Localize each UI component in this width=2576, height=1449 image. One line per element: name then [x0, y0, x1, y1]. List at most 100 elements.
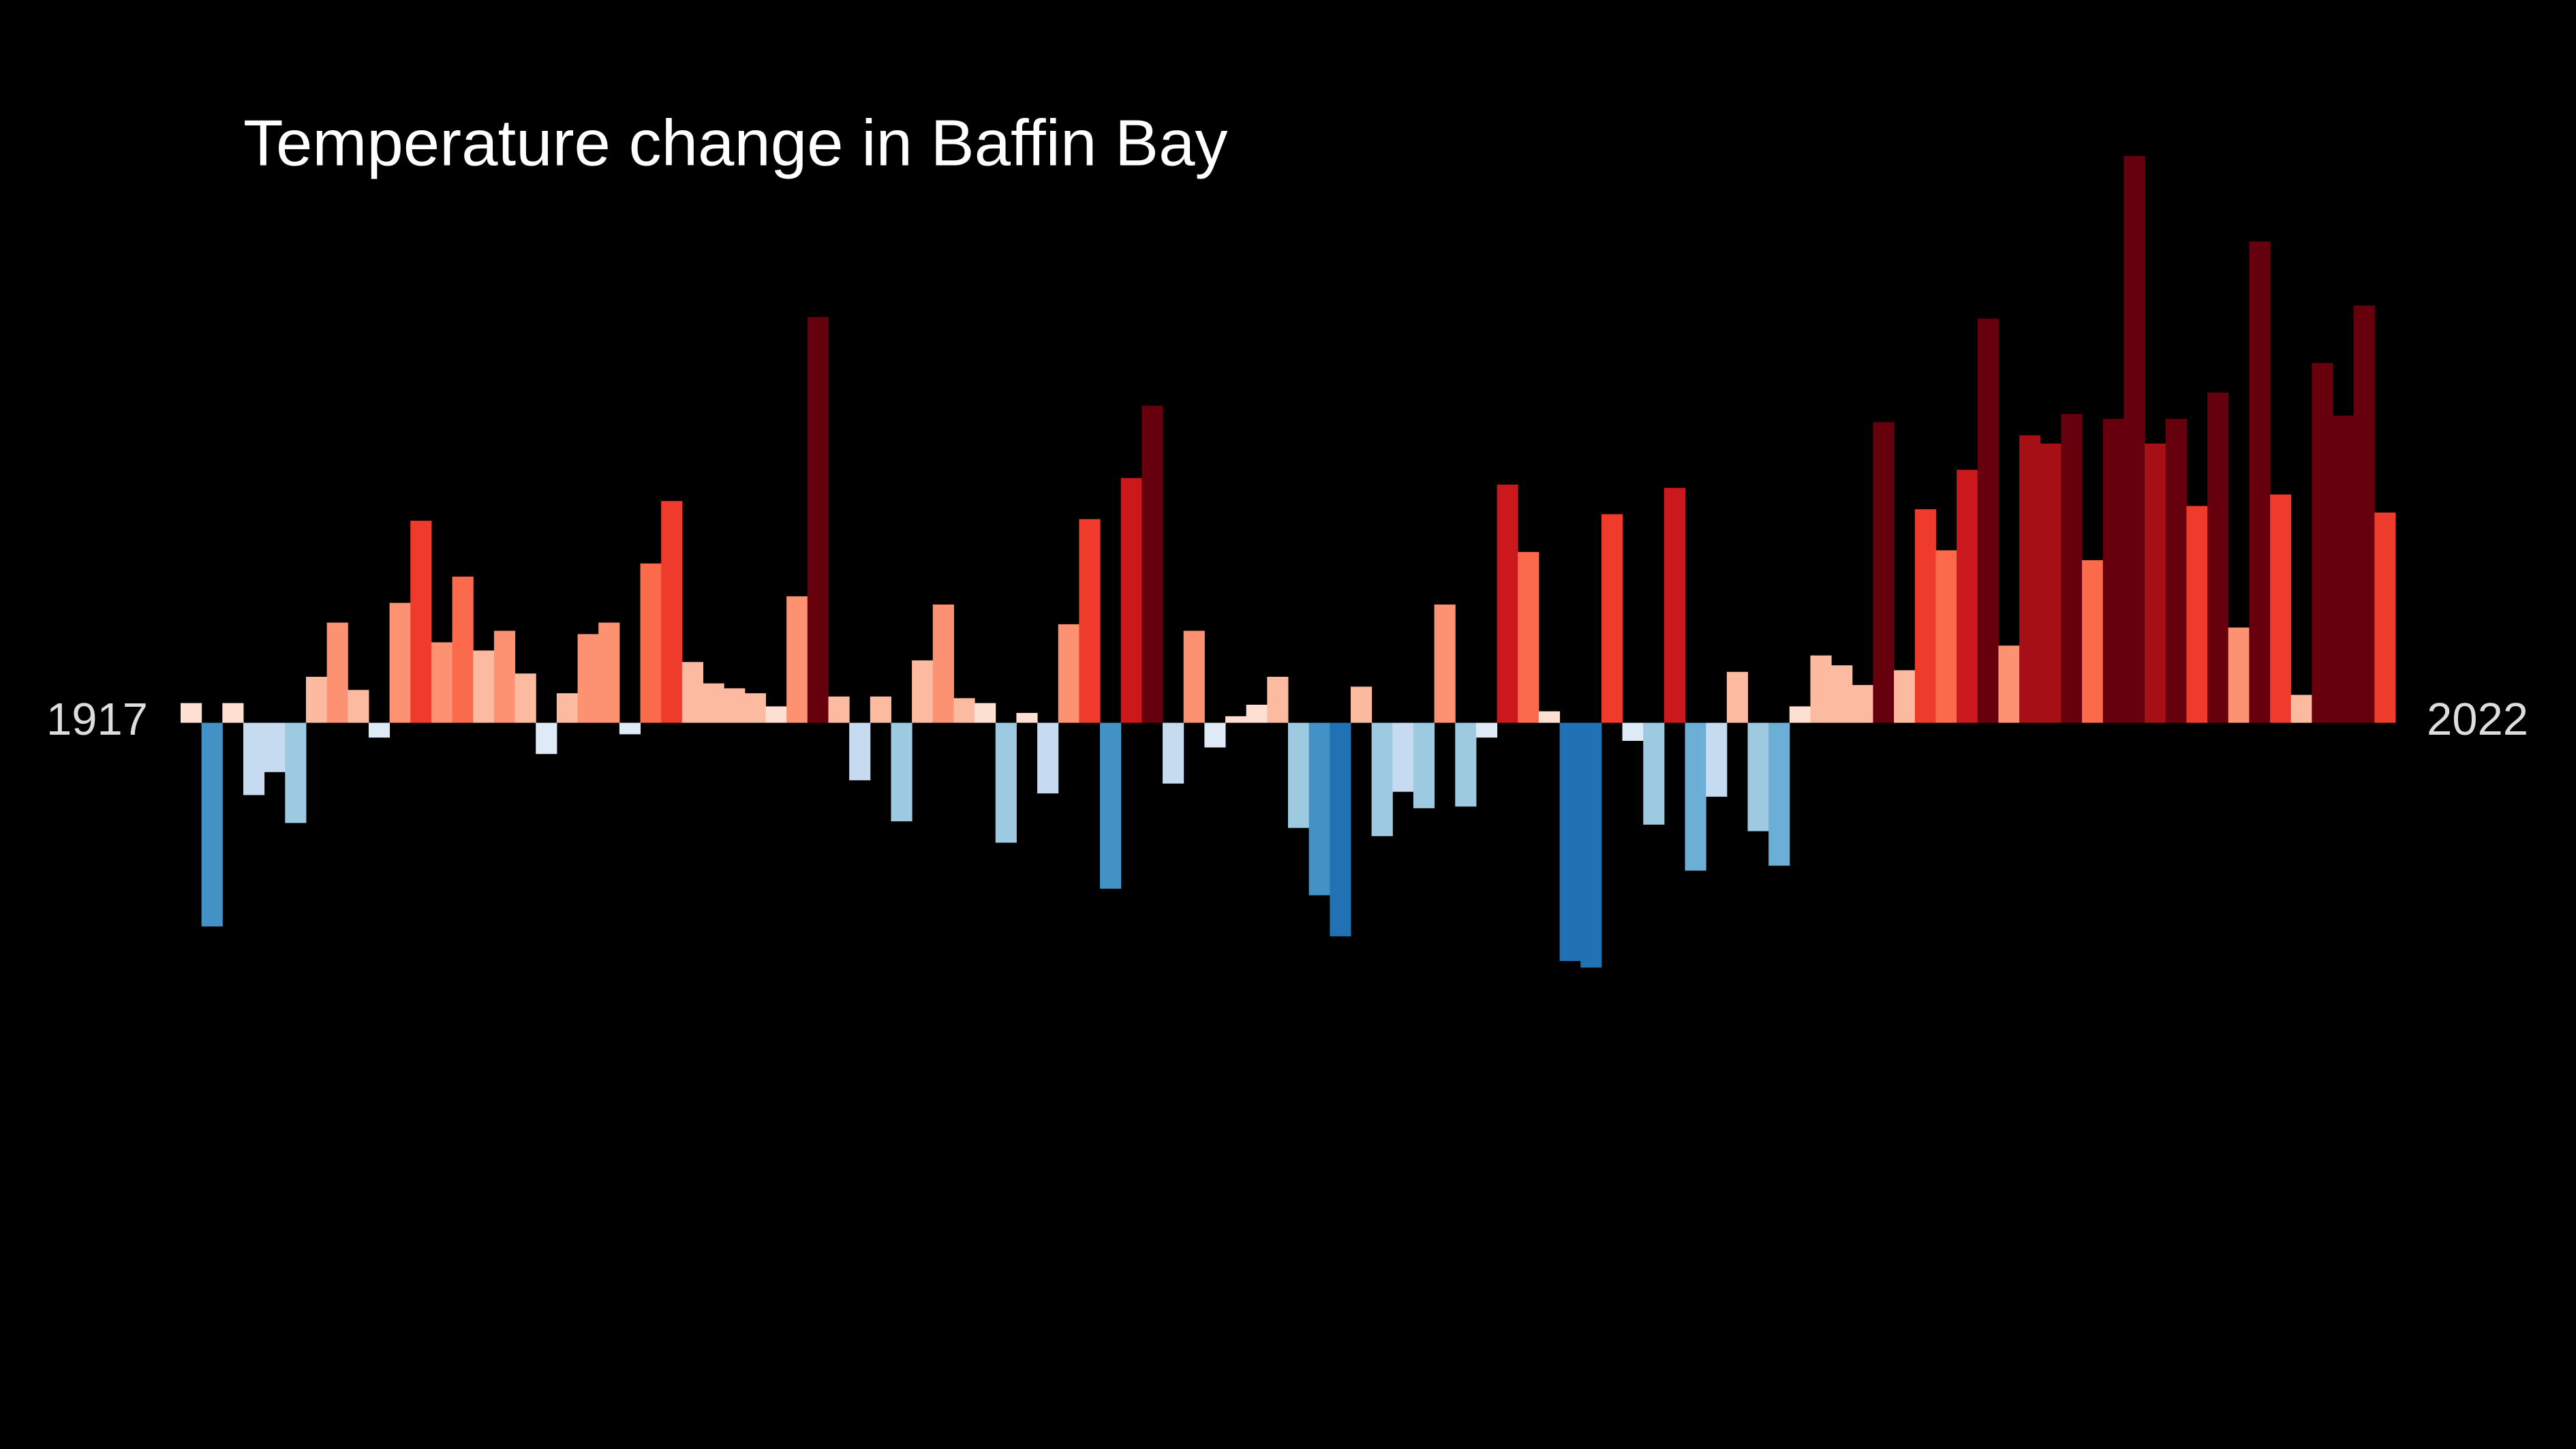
bar: [1789, 706, 1811, 723]
bar: [2145, 443, 2166, 723]
bar: [577, 634, 599, 723]
bar: [473, 650, 495, 723]
bar: [1079, 519, 1101, 723]
bar: [765, 706, 787, 723]
bar: [410, 521, 432, 723]
bar: [1183, 630, 1205, 723]
bar: [1706, 722, 1728, 797]
bar: [912, 660, 934, 723]
bar: [368, 722, 390, 738]
bar: [1914, 509, 1936, 723]
bar: [1663, 487, 1686, 723]
bar: [1768, 722, 1790, 866]
bar: [1204, 722, 1226, 748]
bar: [744, 693, 766, 723]
bar: [1455, 722, 1477, 807]
bar: [1810, 655, 1832, 723]
bar: [389, 603, 411, 723]
bar: [1058, 624, 1079, 723]
bar: [2019, 435, 2041, 723]
bar: [2228, 627, 2250, 723]
chart-title: Temperature change in Baffin Bay: [243, 106, 1227, 179]
bar: [1747, 722, 1769, 832]
bar: [995, 722, 1017, 843]
bar: [2249, 241, 2271, 723]
bar: [1350, 686, 1373, 723]
bar: [2082, 560, 2104, 723]
bar: [556, 693, 579, 723]
bar: [515, 673, 536, 723]
bar: [661, 501, 683, 723]
bar: [2312, 363, 2333, 723]
bar: [2290, 695, 2312, 723]
bar: [681, 662, 704, 723]
bar: [1163, 722, 1184, 784]
bar: [1935, 550, 1957, 723]
bar: [1225, 716, 1247, 723]
bar: [1308, 722, 1330, 896]
bar: [2374, 512, 2396, 723]
bar: [1685, 722, 1706, 871]
bar: [1497, 485, 1518, 723]
bar: [2102, 418, 2124, 723]
bar: [975, 703, 996, 723]
bar: [264, 722, 286, 772]
bar: [640, 563, 662, 723]
bar: [2333, 415, 2355, 723]
bar: [1559, 722, 1581, 961]
bar: [2040, 443, 2061, 723]
bar: [1016, 713, 1038, 723]
bar: [1998, 645, 2020, 723]
bar: [493, 630, 516, 723]
bar: [891, 722, 913, 822]
bar: [2165, 418, 2187, 723]
bar: [1622, 722, 1644, 742]
bar: [598, 622, 620, 723]
bar: [243, 722, 265, 795]
bar: [786, 596, 808, 723]
bar: [1475, 722, 1498, 738]
bar: [181, 703, 202, 723]
bar: [1037, 722, 1059, 794]
bar: [2061, 414, 2083, 723]
bar: [932, 604, 954, 723]
bar: [285, 722, 307, 823]
bar: [2186, 506, 2208, 723]
bar: [431, 642, 453, 723]
bar: [1643, 722, 1665, 825]
bar: [953, 698, 975, 723]
bar: [1141, 406, 1163, 723]
bar: [1371, 722, 1393, 836]
bar: [1726, 671, 1749, 723]
bar: [1601, 514, 1623, 723]
bar: [1977, 318, 1999, 723]
bar: [2353, 305, 2375, 723]
bar: [536, 722, 557, 754]
bar: [1246, 704, 1268, 723]
bar: [326, 622, 348, 723]
bar: [1392, 722, 1414, 792]
bar: [201, 722, 223, 927]
bar: [828, 696, 850, 723]
bar: [222, 703, 244, 723]
bar: [1100, 722, 1122, 889]
year-label: 2022: [2427, 694, 2528, 745]
bar: [1330, 722, 1351, 936]
bar: [1120, 478, 1142, 723]
bar: [703, 683, 724, 723]
bar: [1538, 711, 1561, 723]
bar: [1852, 685, 1873, 723]
bar: [724, 688, 746, 723]
bar: [1288, 722, 1310, 828]
bar: [1873, 422, 1895, 723]
bar: [452, 576, 474, 723]
bar: [348, 690, 369, 723]
bar: [1580, 722, 1602, 968]
bar: [2123, 155, 2145, 723]
bar: [1434, 604, 1456, 723]
bar: [619, 722, 641, 735]
bar: [2207, 393, 2229, 723]
bar: [305, 677, 328, 723]
